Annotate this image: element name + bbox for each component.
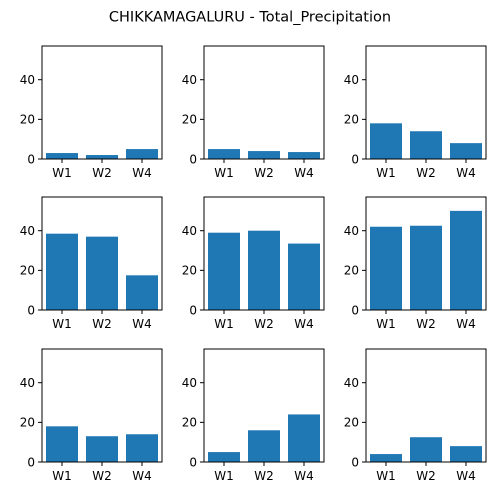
bar-w2 [248, 151, 280, 159]
bar-w4 [126, 149, 158, 159]
subplot-3: 0 20 40 W1 W2 W4 [344, 45, 487, 180]
bar-w1 [208, 232, 240, 310]
bar-w4 [126, 275, 158, 310]
subplot-7: 0 20 40 W1 W2 W4 [20, 348, 163, 483]
y-tick-label: 0 [189, 152, 197, 166]
bar-w4 [126, 434, 158, 462]
x-tick-label: W2 [92, 166, 112, 180]
bar-w1 [46, 426, 78, 462]
x-tick-label: W1 [214, 166, 234, 180]
x-tick-label: W4 [456, 166, 476, 180]
y-tick-label: 20 [20, 416, 35, 430]
x-tick-label: W4 [132, 166, 152, 180]
bar-w2 [410, 437, 442, 462]
bar-w2 [248, 230, 280, 310]
subplot-9: 0 20 40 W1 W2 W4 [344, 348, 487, 483]
y-tick-label: 20 [182, 416, 197, 430]
x-tick-label: W1 [52, 166, 72, 180]
chart-title: CHIKKAMAGALURU - Total_Precipitation [109, 10, 391, 26]
bar-w2 [410, 225, 442, 310]
x-tick-label: W1 [52, 317, 72, 331]
y-tick-label: 20 [182, 264, 197, 278]
y-tick-label: 40 [344, 224, 359, 238]
subplot-2: 0 20 40 W1 W2 W4 [182, 45, 325, 180]
x-tick-label: W4 [456, 469, 476, 483]
subplot-8: 0 20 40 W1 W2 W4 [182, 348, 325, 483]
x-tick-label: W2 [416, 166, 436, 180]
bar-w4 [450, 446, 482, 462]
y-tick-label: 0 [189, 303, 197, 317]
y-tick-label: 0 [189, 455, 197, 469]
bar-w1 [46, 233, 78, 310]
x-tick-label: W1 [376, 166, 396, 180]
x-tick-label: W4 [294, 166, 314, 180]
x-tick-label: W1 [214, 469, 234, 483]
x-tick-label: W2 [416, 469, 436, 483]
bar-w2 [86, 436, 118, 462]
y-tick-label: 20 [344, 416, 359, 430]
bar-w1 [370, 454, 402, 462]
subplot-1: 0 20 40 W1 W2 W4 [20, 45, 163, 180]
y-tick-label: 20 [20, 113, 35, 127]
y-tick-label: 20 [182, 113, 197, 127]
bar-w4 [288, 414, 320, 462]
bar-w2 [410, 131, 442, 159]
y-tick-label: 40 [20, 73, 35, 87]
bar-w1 [46, 153, 78, 159]
bar-w1 [370, 226, 402, 310]
axes-frame [41, 45, 163, 160]
y-tick-label: 0 [351, 455, 359, 469]
subplot-grid: 0 20 40 W1 W2 W4 0 20 40 W1 W2 W4 0 20 40 W1 W2 W4 0 20 40 W1… [20, 45, 487, 483]
y-tick-label: 40 [344, 73, 359, 87]
bar-w2 [86, 155, 118, 159]
x-tick-label: W2 [254, 166, 274, 180]
y-tick-label: 40 [344, 376, 359, 390]
x-tick-label: W4 [132, 469, 152, 483]
x-tick-label: W2 [92, 469, 112, 483]
x-tick-label: W1 [376, 317, 396, 331]
subplot-5: 0 20 40 W1 W2 W4 [182, 196, 325, 331]
y-tick-label: 0 [351, 152, 359, 166]
x-tick-label: W2 [254, 469, 274, 483]
y-tick-label: 40 [182, 73, 197, 87]
subplot-6: 0 20 40 W1 W2 W4 [344, 196, 487, 331]
x-tick-label: W1 [376, 469, 396, 483]
x-tick-label: W4 [294, 469, 314, 483]
bar-w4 [288, 243, 320, 310]
y-tick-label: 20 [20, 264, 35, 278]
y-tick-label: 40 [182, 224, 197, 238]
x-tick-label: W4 [456, 317, 476, 331]
x-tick-label: W1 [52, 469, 72, 483]
x-tick-label: W2 [254, 317, 274, 331]
y-tick-label: 0 [27, 455, 35, 469]
bar-w4 [288, 152, 320, 159]
bar-w1 [370, 123, 402, 159]
y-tick-label: 0 [351, 303, 359, 317]
subplot-4: 0 20 40 W1 W2 W4 [20, 196, 163, 331]
bar-w1 [208, 452, 240, 462]
y-tick-label: 20 [344, 264, 359, 278]
bar-w2 [86, 236, 118, 310]
x-tick-label: W2 [416, 317, 436, 331]
x-tick-label: W4 [132, 317, 152, 331]
axes-frame [203, 45, 325, 160]
y-tick-label: 0 [27, 303, 35, 317]
bar-w1 [208, 149, 240, 159]
x-tick-label: W1 [214, 317, 234, 331]
y-tick-label: 0 [27, 152, 35, 166]
x-tick-label: W4 [294, 317, 314, 331]
bar-w4 [450, 210, 482, 310]
y-tick-label: 40 [20, 224, 35, 238]
bar-w4 [450, 143, 482, 159]
bar-w2 [248, 430, 280, 462]
y-tick-label: 40 [20, 376, 35, 390]
y-tick-label: 40 [182, 376, 197, 390]
x-tick-label: W2 [92, 317, 112, 331]
y-tick-label: 20 [344, 113, 359, 127]
